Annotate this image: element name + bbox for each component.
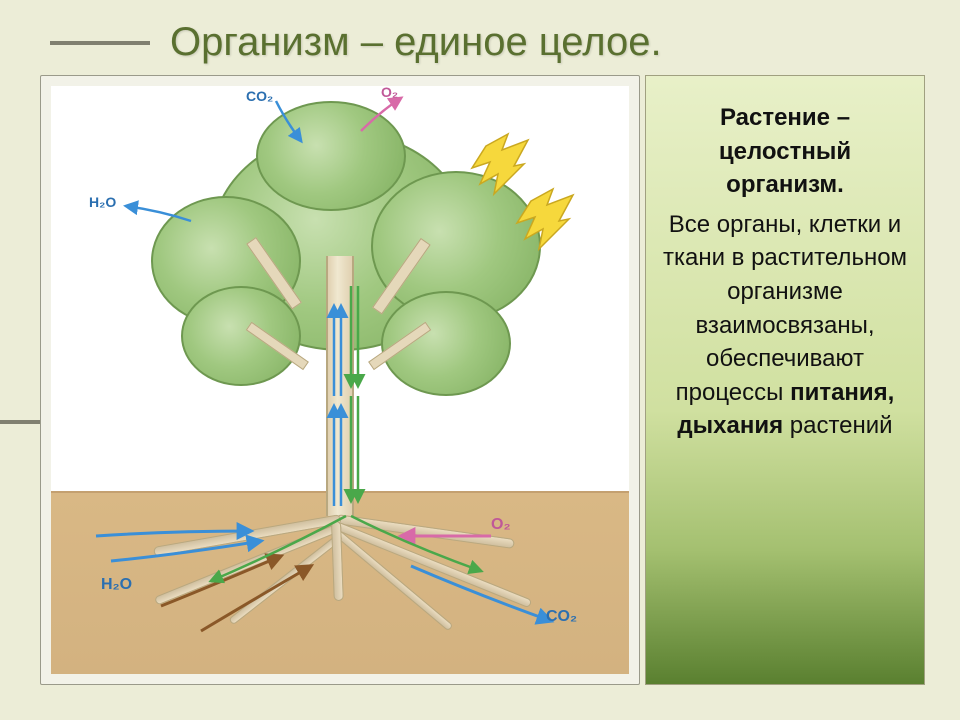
panel-heading: Растение – целостный организм. <box>660 101 910 202</box>
panel-body: Все органы, клетки и ткани в растительно… <box>660 208 910 443</box>
slide-title: Организм – единое целое. <box>170 20 662 65</box>
label-h2o-left: H₂O <box>89 194 116 210</box>
title-row: Организм – единое целое. <box>40 20 920 65</box>
label-o2-soil: O₂ <box>491 516 511 534</box>
content-area: CO₂ O₂ H₂O H₂O O₂ CO₂ Растение – целостн… <box>40 75 920 685</box>
sun-rays-icon <box>41 76 641 376</box>
label-h2o-soil: H₂O <box>101 576 132 594</box>
label-o2-top: O₂ <box>381 84 398 100</box>
panel-tail: растений <box>790 412 893 439</box>
label-co2-top: CO₂ <box>246 88 273 104</box>
panel-body-text: Все органы, клетки и ткани в растительно… <box>663 211 907 406</box>
left-accent-line <box>0 420 40 424</box>
plant-diagram: CO₂ O₂ H₂O H₂O O₂ CO₂ <box>40 75 640 685</box>
description-panel: Растение – целостный организм. Все орган… <box>645 75 925 685</box>
title-accent-line <box>50 41 150 45</box>
slide: Организм – единое целое. CO₂ <box>0 0 960 720</box>
label-co2-soil: CO₂ <box>546 608 577 626</box>
